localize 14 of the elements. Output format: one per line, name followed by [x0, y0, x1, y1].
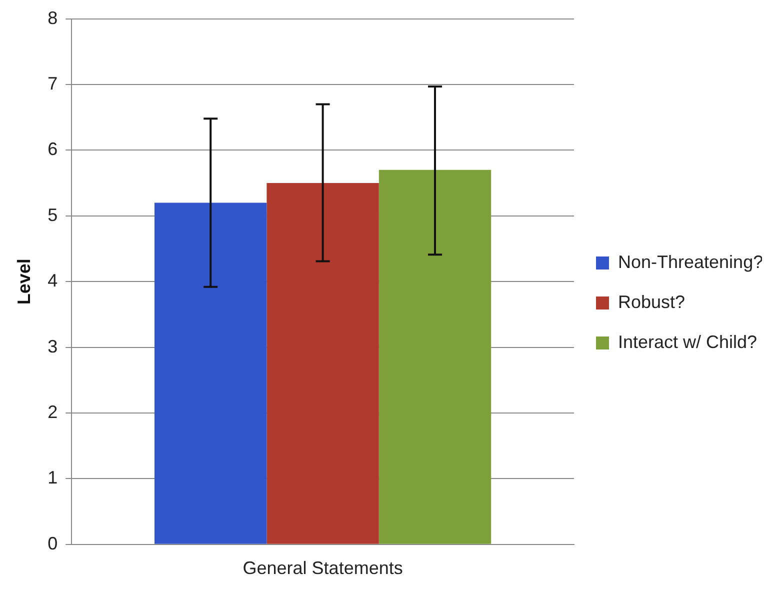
y-tick-label: 3	[48, 336, 58, 356]
y-tick-label: 1	[48, 468, 58, 488]
y-tick-label: 2	[48, 402, 58, 422]
y-tick-label: 7	[48, 73, 58, 94]
x-tick-label: General Statements	[242, 558, 403, 578]
y-tick-label: 8	[48, 8, 58, 28]
y-tick-label: 5	[48, 204, 58, 225]
y-tick-label: 4	[48, 270, 58, 291]
legend-label: Interact w/ Child?	[618, 332, 758, 352]
y-axis-title: Level	[14, 258, 34, 305]
legend-label: Robust?	[618, 292, 686, 312]
y-tick-label: 0	[48, 533, 58, 554]
y-tick-label: 6	[48, 139, 58, 160]
legend-label: Non-Threatening?	[618, 252, 764, 272]
